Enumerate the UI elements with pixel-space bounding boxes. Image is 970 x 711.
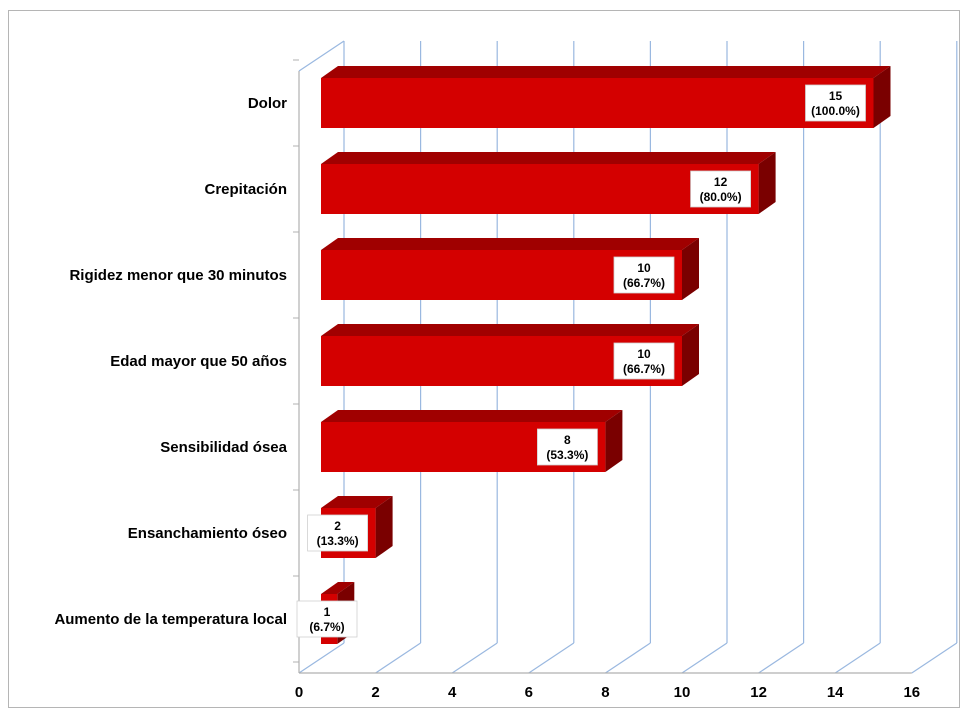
- bar-1: [321, 66, 891, 128]
- bar-2: [321, 152, 776, 214]
- floor-gridline-10: [681, 642, 728, 674]
- bar-top-face: [321, 410, 623, 422]
- floor-gridline-14: [834, 642, 881, 674]
- data-label-box: [613, 342, 675, 380]
- floor-gridline-6: [528, 642, 575, 674]
- data-label-percent: (80.0%): [700, 190, 742, 204]
- bar-top-face: [321, 238, 699, 250]
- x-tick-label-12: 12: [750, 684, 767, 701]
- bar-top-face: [321, 152, 776, 164]
- x-tick-label-10: 10: [674, 684, 691, 701]
- data-label-value: 15: [829, 89, 843, 103]
- data-label-box: [690, 170, 751, 208]
- bar-top-face: [321, 582, 355, 594]
- x-tick-label-4: 4: [448, 684, 457, 701]
- data-label-value: 10: [637, 347, 651, 361]
- bar-side-face: [605, 410, 623, 472]
- category-label-3: Rigidez menor que 30 minutos: [69, 267, 287, 284]
- x-tick-label-0: 0: [295, 684, 303, 701]
- x-tick-label-6: 6: [525, 684, 533, 701]
- floor-gridline-12: [758, 642, 804, 674]
- floor-gridline-16: [911, 642, 958, 674]
- x-tick-label-16: 16: [903, 684, 920, 701]
- bar-side-face: [873, 66, 891, 128]
- x-tick-label-2: 2: [371, 684, 379, 701]
- bar-top-face: [321, 324, 699, 336]
- category-label-7: Aumento de la temperatura local: [54, 611, 287, 628]
- data-label-value: 1: [324, 605, 331, 619]
- side-wall-top-edge: [298, 40, 345, 72]
- floor-gridline-4: [451, 642, 498, 674]
- data-label-percent: (66.7%): [623, 362, 665, 376]
- data-label-value: 2: [334, 519, 341, 533]
- data-label-percent: (6.7%): [309, 620, 344, 634]
- data-label-percent: (66.7%): [623, 276, 665, 290]
- data-label-box: [537, 428, 598, 466]
- x-tick-label-14: 14: [827, 684, 844, 701]
- data-label-box: [307, 514, 369, 552]
- data-label-box: [613, 256, 675, 294]
- bar-front-face: [321, 164, 759, 214]
- category-label-4: Edad mayor que 50 años: [110, 353, 287, 370]
- x-tick-label-8: 8: [601, 684, 609, 701]
- bar-side-face: [758, 152, 776, 214]
- data-label-box: [296, 600, 358, 638]
- bar-front-face: [321, 78, 874, 128]
- bar-side-face: [682, 324, 699, 386]
- bar-side-face: [682, 238, 699, 300]
- floor-gridline-8: [605, 642, 651, 674]
- data-label-percent: (13.3%): [317, 534, 359, 548]
- data-label-value: 8: [564, 433, 571, 447]
- bar-side-face: [375, 496, 393, 558]
- category-label-1: Dolor: [248, 95, 287, 112]
- data-label-value: 12: [714, 175, 728, 189]
- floor-gridline-0: [298, 642, 345, 674]
- data-label-percent: (100.0%): [811, 104, 860, 118]
- data-label-value: 10: [637, 261, 651, 275]
- category-label-5: Sensibilidad ósea: [160, 439, 287, 456]
- data-label-percent: (53.3%): [546, 448, 588, 462]
- bar-top-face: [321, 496, 393, 508]
- bar-top-face: [321, 66, 891, 78]
- category-label-6: Ensanchamiento óseo: [128, 525, 287, 542]
- data-label-box: [805, 84, 866, 122]
- category-label-2: Crepitación: [204, 181, 287, 198]
- floor-gridline-2: [375, 642, 421, 674]
- chart-frame: 0 2 4 6 8 10 12 14 16 Dolor 15 (100.0%) Crepitación 1…: [8, 10, 960, 708]
